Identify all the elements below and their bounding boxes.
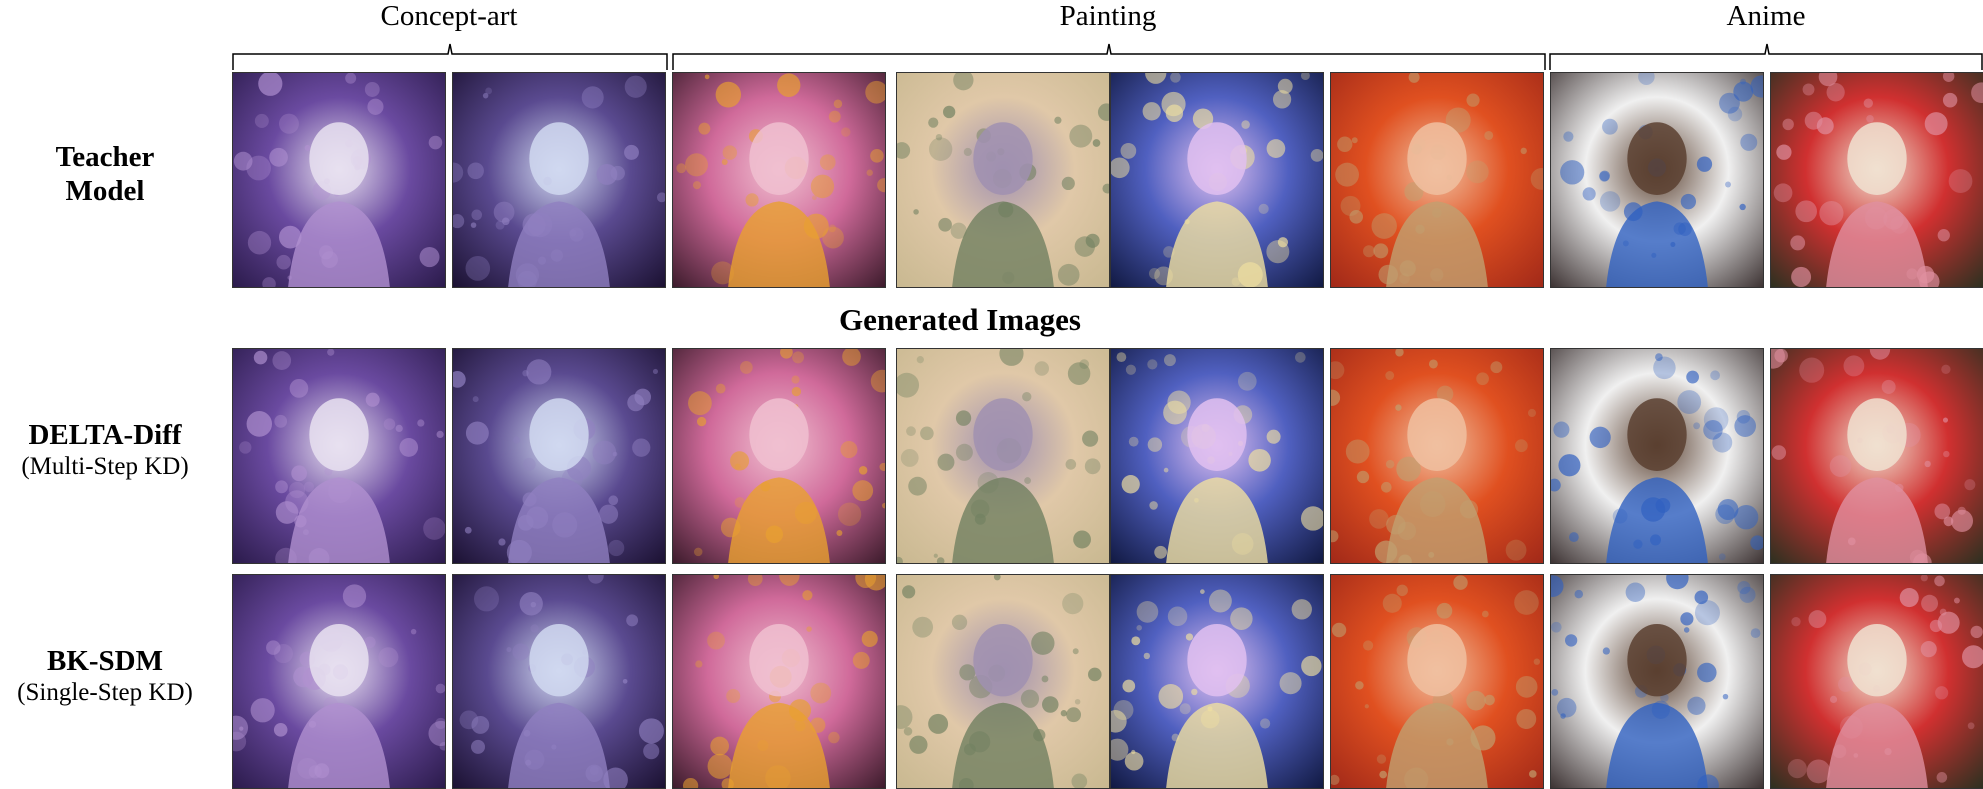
image-teacher-woman-in-kimono (1770, 72, 1983, 288)
image-delta-red-haired-woman (1330, 348, 1544, 564)
row-subtitle-bksdm: (Single-Step KD) (17, 679, 193, 707)
image-delta-astronaut-in-bubble (232, 348, 446, 564)
brace-painting (672, 43, 1546, 70)
row-name-delta: DELTA-Diff (28, 419, 182, 451)
row-subtitle-delta: (Multi-Step KD) (21, 453, 189, 481)
image-delta-art-nouveau-woman (896, 348, 1110, 564)
image-bksdm-art-nouveau-woman (896, 574, 1110, 789)
image-delta-woman-in-kimono (1770, 348, 1983, 564)
row-label-delta: DELTA-Diff (Multi-Step KD) (0, 418, 210, 482)
row-label-bksdm: BK-SDM (Single-Step KD) (0, 644, 210, 708)
category-label-concept-art: Concept-art (380, 0, 518, 32)
image-teacher-astronaut-in-crystal-sphere (452, 72, 666, 288)
row-label-teacher: Teacher Model (0, 140, 210, 208)
brace-concept-art (232, 43, 668, 70)
image-bksdm-galaxy-in-jar (1110, 574, 1324, 789)
image-teacher-astronaut-in-bubble (232, 72, 446, 288)
row-name-bksdm: BK-SDM (47, 645, 163, 677)
image-delta-monkey-astronaut (1550, 348, 1764, 564)
image-bksdm-monkey-astronaut (1550, 574, 1764, 789)
row-name-teacher: Teacher (55, 141, 155, 173)
image-teacher-red-haired-woman (1330, 72, 1544, 288)
image-teacher-woman-in-leaves (672, 72, 886, 288)
image-bksdm-red-haired-woman (1330, 574, 1544, 789)
image-teacher-art-nouveau-woman (896, 72, 1110, 288)
image-delta-astronaut-in-crystal-sphere (452, 348, 666, 564)
image-teacher-monkey-astronaut (1550, 72, 1764, 288)
image-delta-galaxy-in-jar (1110, 348, 1324, 564)
category-label-painting: Painting (1059, 0, 1157, 32)
image-teacher-galaxy-in-jar (1110, 72, 1324, 288)
generated-images-title: Generated Images (839, 302, 1081, 337)
brace-anime (1549, 43, 1983, 70)
image-bksdm-woman-in-leaves (672, 574, 886, 789)
category-label-anime: Anime (1726, 0, 1806, 32)
row-name-teacher-line2: Model (65, 175, 145, 208)
image-delta-woman-in-leaves (672, 348, 886, 564)
image-bksdm-astronaut-in-crystal-sphere (452, 574, 666, 789)
image-bksdm-woman-in-kimono (1770, 574, 1983, 789)
image-bksdm-astronaut-in-bubble (232, 574, 446, 789)
